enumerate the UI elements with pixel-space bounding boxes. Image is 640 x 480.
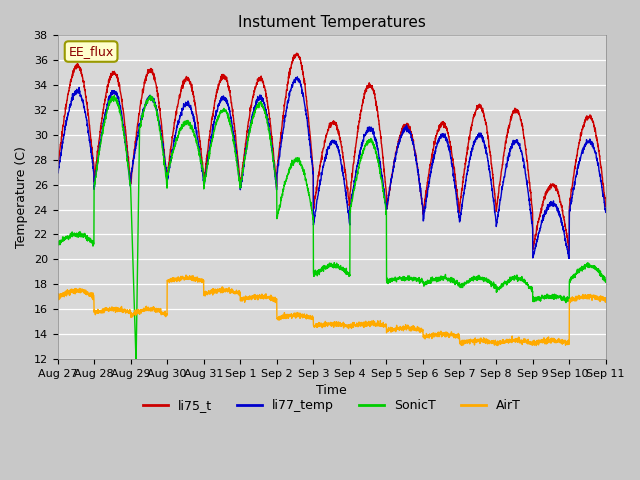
Line: AirT: AirT (58, 275, 605, 346)
AirT (264, 294, 272, 300)
AirT (182, 272, 190, 278)
li77_temp (54, 170, 61, 176)
li77_temp (264, 117, 271, 122)
AirT (288, 315, 296, 321)
li77_temp (532, 242, 540, 248)
li77_temp (287, 85, 295, 91)
li75_t (54, 164, 61, 170)
SonicT (591, 266, 599, 272)
AirT (591, 293, 599, 299)
Y-axis label: Temperature (C): Temperature (C) (15, 146, 28, 248)
li77_temp (294, 74, 301, 80)
SonicT (132, 356, 140, 362)
Text: EE_flux: EE_flux (68, 45, 114, 58)
li75_t (565, 248, 573, 253)
AirT (116, 306, 124, 312)
li77_temp (602, 209, 609, 215)
SonicT (149, 96, 157, 102)
Line: SonicT: SonicT (58, 96, 605, 359)
SonicT (288, 157, 296, 163)
SonicT (264, 123, 272, 129)
li75_t (591, 126, 599, 132)
li75_t (148, 69, 156, 75)
li75_t (287, 61, 295, 67)
SonicT (532, 295, 540, 301)
li77_temp (148, 96, 156, 101)
Line: li77_temp: li77_temp (58, 77, 605, 258)
Line: li75_t: li75_t (58, 53, 605, 251)
li75_t (532, 232, 540, 238)
SonicT (54, 239, 61, 244)
li75_t (264, 102, 271, 108)
AirT (532, 343, 540, 348)
SonicT (602, 277, 609, 283)
li77_temp (591, 150, 599, 156)
Legend: li75_t, li77_temp, SonicT, AirT: li75_t, li77_temp, SonicT, AirT (138, 395, 525, 418)
li75_t (602, 204, 609, 209)
AirT (54, 292, 61, 298)
Title: Instument Temperatures: Instument Temperatures (237, 15, 426, 30)
li77_temp (116, 103, 124, 109)
li75_t (293, 50, 301, 56)
li75_t (116, 87, 124, 93)
li77_temp (565, 255, 573, 261)
X-axis label: Time: Time (316, 384, 347, 397)
AirT (602, 297, 609, 302)
AirT (148, 305, 156, 311)
SonicT (111, 93, 118, 98)
SonicT (116, 111, 124, 117)
AirT (532, 340, 540, 346)
